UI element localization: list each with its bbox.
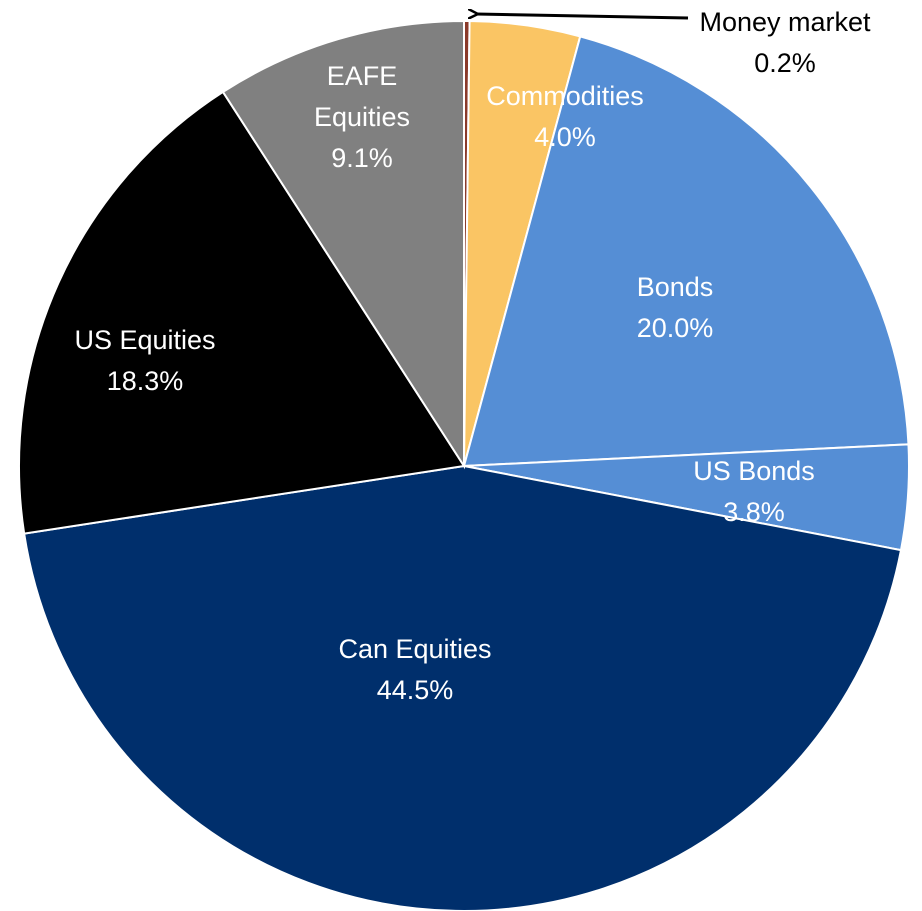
slice-label: US Equities 18.3% — [25, 320, 265, 402]
slice-label: EAFE Equities 9.1% — [292, 56, 432, 179]
slice-label: Can Equities 44.5% — [285, 629, 545, 711]
slice-value: 20.0% — [636, 313, 714, 343]
slice-name: Money market — [699, 7, 871, 37]
slice-name: Can Equities — [338, 634, 492, 664]
slice-name: EAFE Equities — [313, 61, 411, 132]
slice-label: Commodities 4.0% — [445, 76, 685, 158]
slice-value: 0.2% — [754, 48, 816, 78]
slice-name: Bonds — [636, 272, 714, 302]
slice-name: Commodities — [486, 81, 644, 111]
slice-value: 9.1% — [331, 143, 393, 173]
slice-value: 4.0% — [534, 122, 596, 152]
slice-value: 18.3% — [106, 366, 184, 396]
slice-label: Bonds 20.0% — [575, 267, 775, 349]
pie-slice — [221, 19, 465, 470]
pie-slice — [18, 90, 466, 535]
slice-label: Money market 0.2% — [665, 2, 905, 84]
pie-slice — [462, 35, 910, 468]
slice-name: US Equities — [74, 325, 216, 355]
callout-arrow — [476, 14, 689, 20]
slice-value: 3.8% — [723, 497, 785, 527]
slice-name: US Bonds — [693, 456, 815, 486]
slice-label: US Bonds 3.8% — [654, 451, 854, 533]
slices — [18, 19, 910, 911]
slice-value: 44.5% — [376, 675, 454, 705]
